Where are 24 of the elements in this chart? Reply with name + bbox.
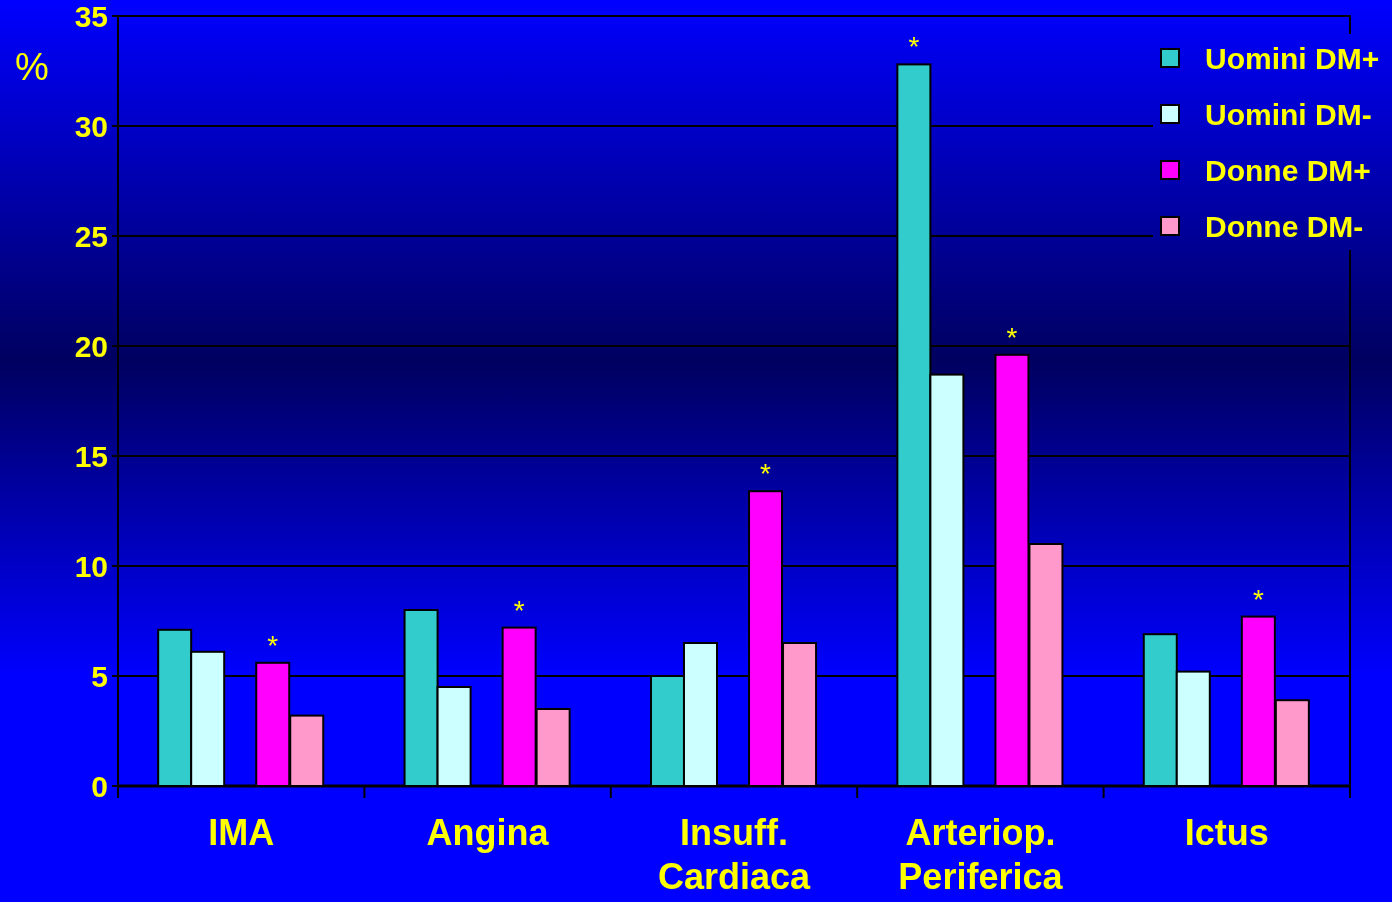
- x-tick-label: Ictus: [1184, 812, 1269, 853]
- y-tick-label: 30: [74, 109, 108, 143]
- x-tick-label: Arteriop. Periferica: [898, 812, 1064, 897]
- legend-label: Uomini DM-: [1205, 97, 1372, 131]
- legend-label: Uomini DM+: [1205, 41, 1380, 75]
- x-tick-label: IMA: [208, 812, 275, 853]
- data-label: *: [267, 629, 279, 661]
- data-label: *: [908, 31, 920, 63]
- data-label: *: [1006, 321, 1018, 353]
- data-label: *: [513, 594, 525, 626]
- y-tick-label: 15: [74, 439, 108, 473]
- y-axis-title: %: [15, 46, 49, 88]
- y-tick-label: 35: [74, 0, 108, 33]
- data-label: *: [1252, 583, 1264, 615]
- legend-label: Donne DM-: [1205, 209, 1364, 243]
- x-tick-label: Insuff. Cardiaca: [657, 812, 812, 897]
- y-tick-label: 5: [91, 659, 108, 693]
- y-tick-label: 20: [74, 329, 108, 363]
- y-tick-label: 0: [91, 769, 108, 803]
- legend-label: Donne DM+: [1205, 153, 1371, 187]
- x-tick-label: Angina: [426, 812, 550, 853]
- y-tick-label: 25: [74, 219, 108, 253]
- y-tick-label: 10: [74, 549, 108, 583]
- data-label: *: [760, 458, 772, 490]
